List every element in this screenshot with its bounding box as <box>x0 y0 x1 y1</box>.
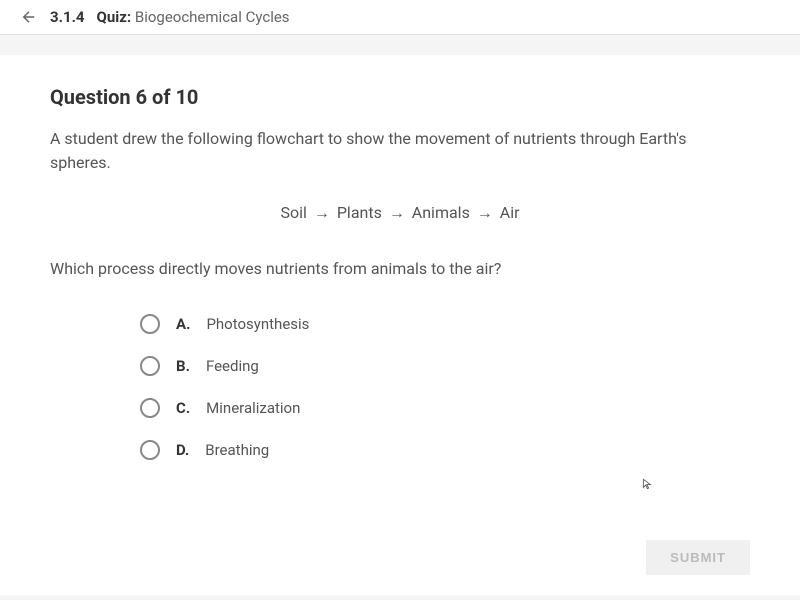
question-intro: A student drew the following flowchart t… <box>50 127 750 175</box>
quiz-title: Quiz: Biogeochemical Cycles <box>97 8 290 26</box>
option-text: Mineralization <box>206 399 300 417</box>
quiz-header: 3.1.4 Quiz: Biogeochemical Cycles <box>0 0 800 35</box>
option-letter: B. <box>176 357 190 375</box>
flowchart-item: Air <box>500 203 520 222</box>
radio-button[interactable] <box>140 314 160 334</box>
flowchart-item: Soil <box>280 203 306 222</box>
arrow-icon: → <box>389 203 405 222</box>
option-d[interactable]: D. Breathing <box>140 440 750 460</box>
submit-button[interactable]: SUBMIT <box>646 540 750 575</box>
option-b[interactable]: B. Feeding <box>140 356 750 376</box>
option-c[interactable]: C. Mineralization <box>140 398 750 418</box>
option-letter: D. <box>176 441 189 459</box>
flowchart-item: Plants <box>337 203 382 222</box>
back-arrow-icon[interactable] <box>20 8 38 26</box>
flowchart-item: Animals <box>412 203 470 222</box>
question-number-label: Question 6 of 10 <box>50 85 750 109</box>
question-content: Question 6 of 10 A student drew the foll… <box>0 55 800 595</box>
section-number: 3.1.4 <box>50 8 85 26</box>
radio-button[interactable] <box>140 440 160 460</box>
arrow-icon: → <box>477 203 493 222</box>
flowchart-diagram: Soil → Plants → Animals → Air <box>50 203 750 223</box>
radio-button[interactable] <box>140 356 160 376</box>
quiz-subtitle: Biogeochemical Cycles <box>135 8 290 26</box>
option-letter: A. <box>176 315 190 333</box>
option-letter: C. <box>176 399 190 417</box>
radio-button[interactable] <box>140 398 160 418</box>
option-text: Breathing <box>205 441 269 459</box>
option-a[interactable]: A. Photosynthesis <box>140 314 750 334</box>
option-text: Feeding <box>206 357 259 375</box>
question-prompt: Which process directly moves nutrients f… <box>50 259 750 278</box>
quiz-label: Quiz: <box>97 8 132 26</box>
cursor-icon <box>641 477 655 491</box>
options-list: A. Photosynthesis B. Feeding C. Minerali… <box>50 314 750 460</box>
option-text: Photosynthesis <box>206 315 309 333</box>
arrow-icon: → <box>314 203 330 222</box>
